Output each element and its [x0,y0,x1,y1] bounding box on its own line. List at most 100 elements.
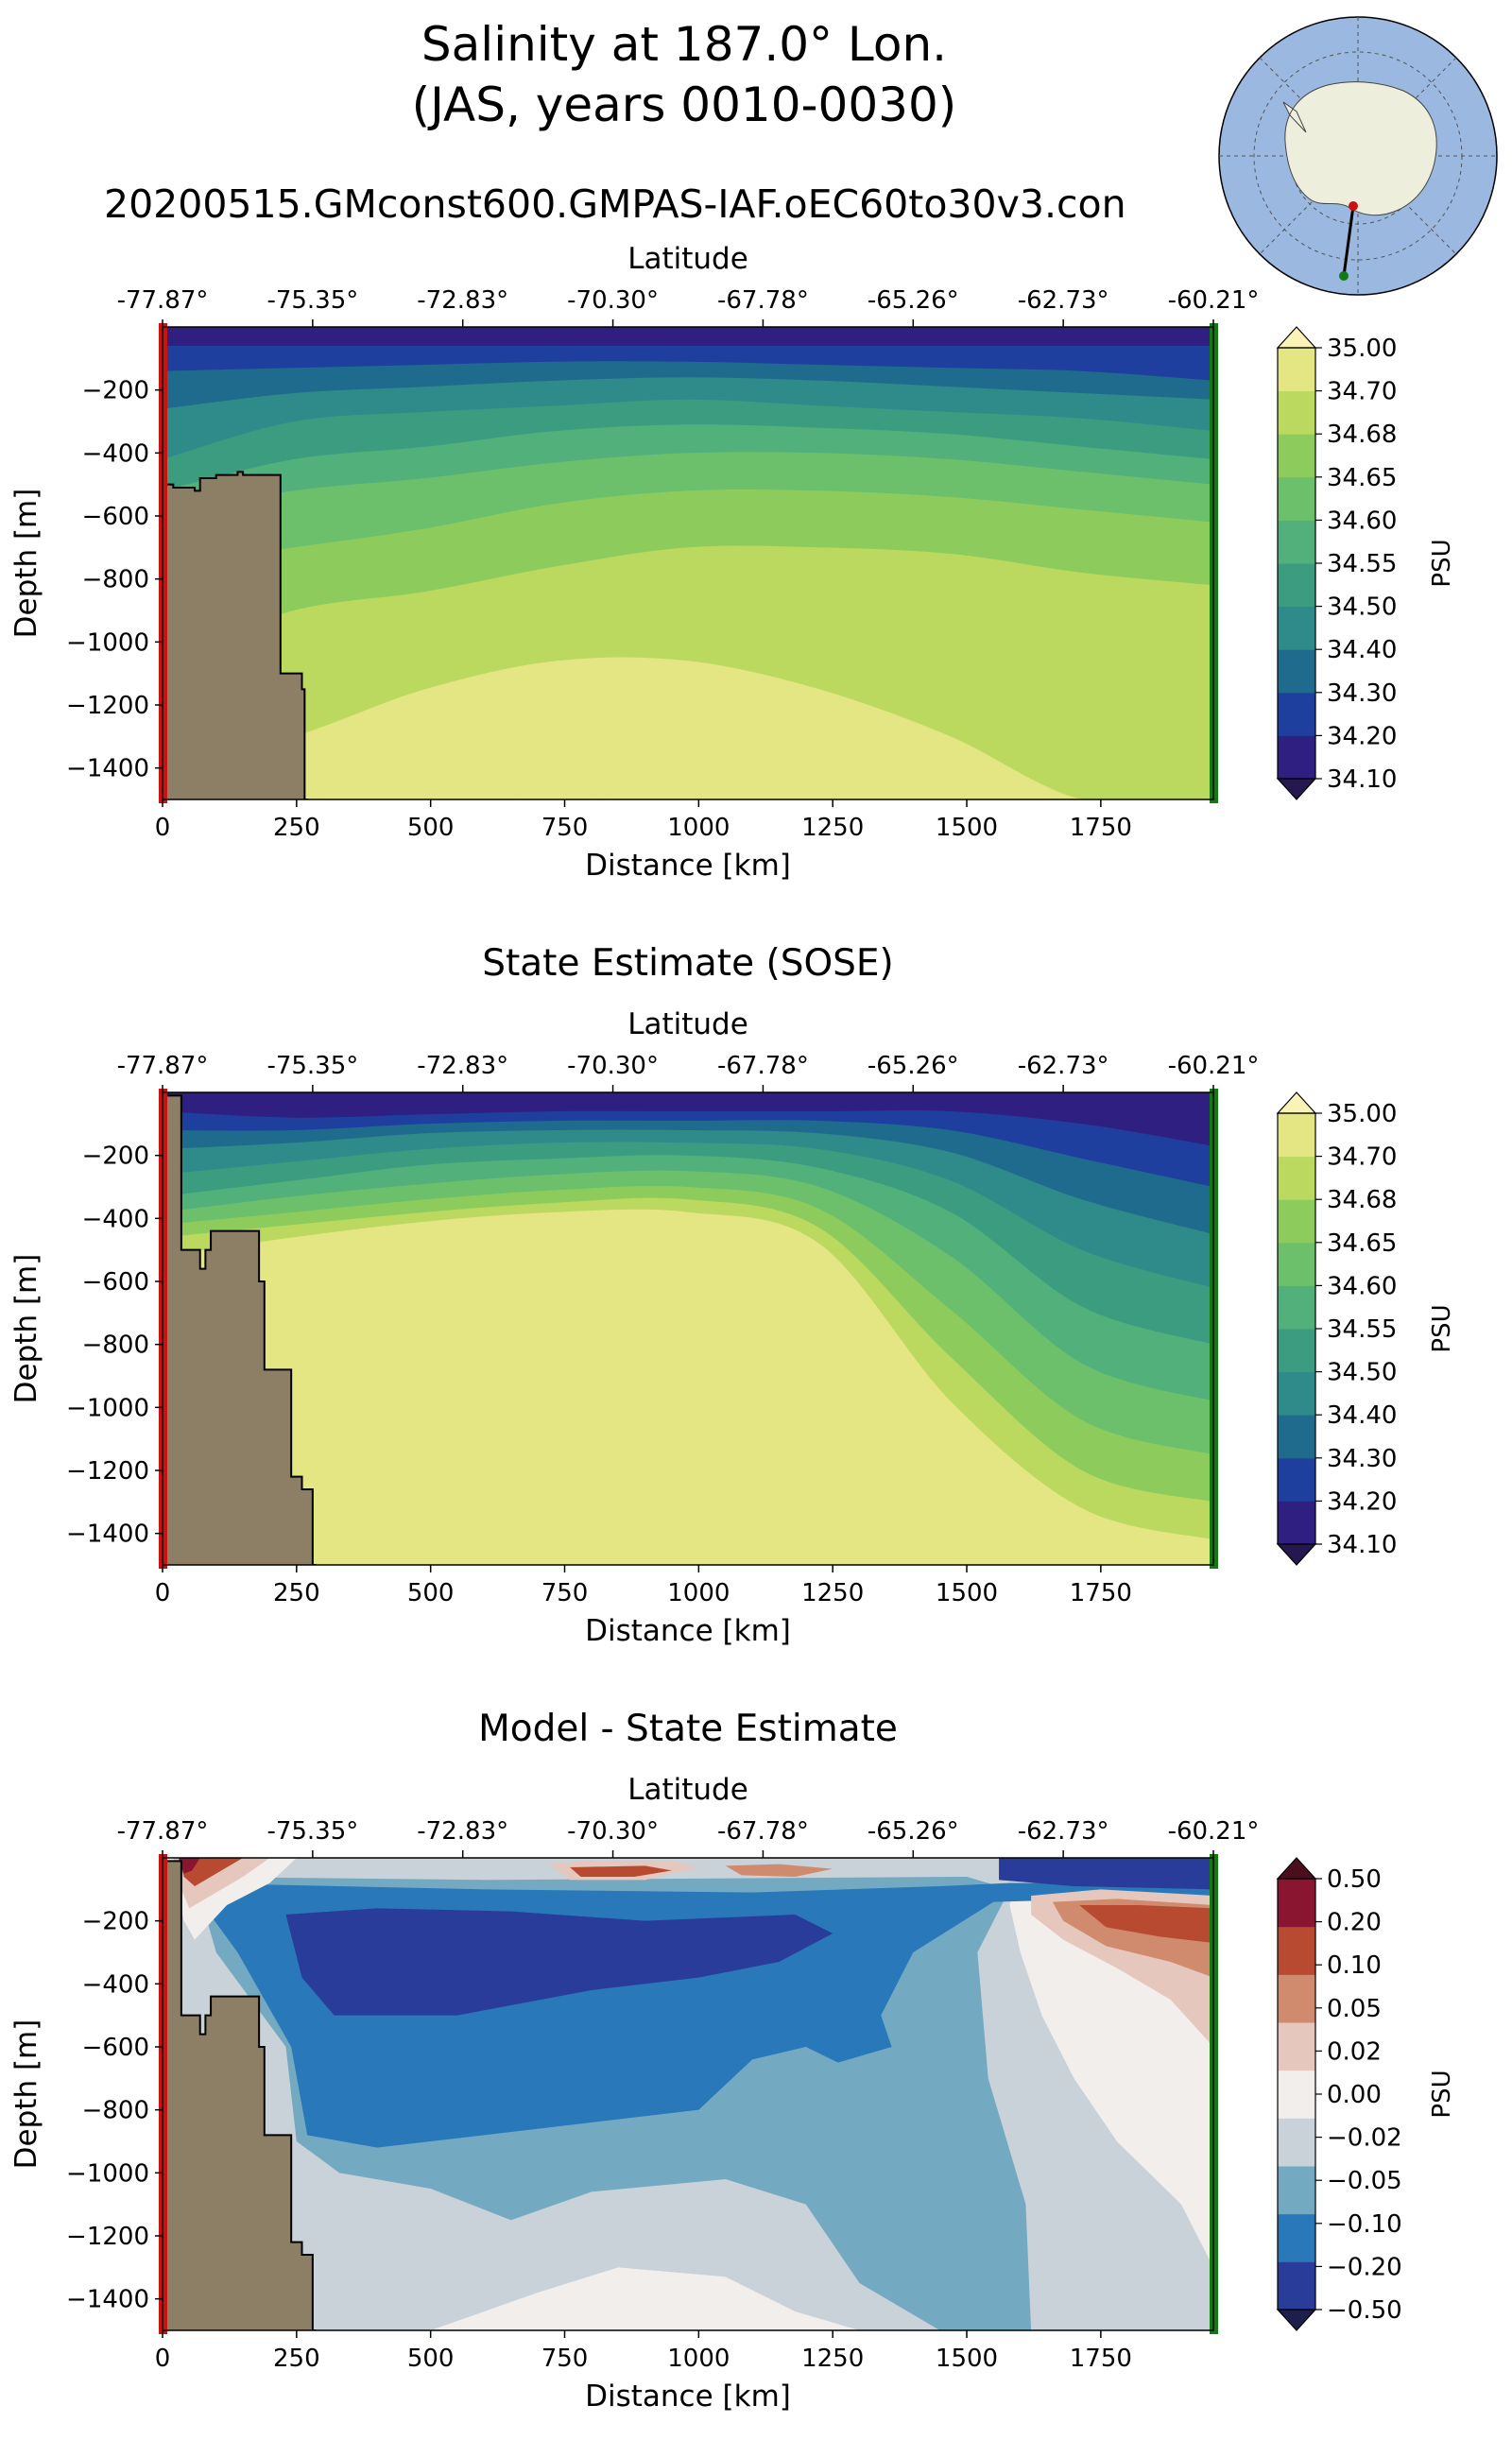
x-tick-label: 1000 [667,1579,730,1607]
y-tick-label: −200 [82,1908,149,1936]
colorbar-swatch [1278,563,1315,608]
colorbar-swatch [1278,348,1315,392]
y-axis-label: Depth [m] [9,489,43,639]
x-tick-label: 250 [273,1579,320,1607]
bathymetry-seafloor [163,1094,317,1565]
colorbar-tick-label: 34.68 [1327,1186,1397,1214]
colorbar-tick-label: 34.68 [1327,421,1397,449]
x-tick-label: 1500 [936,1579,998,1607]
colorbar-tick-label: 34.10 [1327,1531,1397,1559]
diff-band-darkred-surface [179,1858,200,1874]
panel-difference: 0 250 500 750 1000 1250 1500 1750 Distance [km] −… [9,1708,1456,2414]
colorbar-swatch [1278,520,1315,564]
bathymetry-seafloor [163,1860,317,2330]
inset-antarctica-land [1282,81,1437,216]
colorbar-swatch [1278,2070,1315,2119]
x-tick-label: 1250 [801,2345,864,2373]
lat-tick-label: -62.73° [1018,286,1109,315]
colorbar-swatch [1278,1113,1315,1158]
colorbar-swatch [1278,1285,1315,1330]
colorbar-tick-label: 0.02 [1327,2037,1382,2066]
lat-tick-label: -67.78° [717,1052,809,1080]
colorbar-swatch [1278,2261,1315,2311]
colorbar-swatch [1278,2166,1315,2215]
colorbar-tick-label: −0.50 [1327,2296,1402,2325]
panel-title: Model - State Estimate [478,1708,898,1750]
x-tick-label: 1750 [1070,2345,1132,2373]
y-tick-label: −1000 [66,2159,149,2188]
y-axis-label: Depth [m] [9,1254,43,1404]
colorbar-swatch [1278,2022,1315,2071]
colorbar-label: PSU [1428,2070,1456,2118]
y-tick-label: −1400 [66,755,149,783]
colorbar-tick-label: 34.30 [1327,1445,1397,1473]
colorbar-extend-low [1276,2309,1317,2331]
x-tick-label: 500 [407,2345,455,2373]
lat-tick-label: -75.35° [266,1817,358,1846]
antarctica-inset-map [1218,16,1498,296]
colorbar-tick-label: 0.05 [1327,1995,1382,2023]
colorbar-swatch [1278,1415,1315,1459]
colorbar-swatch [1278,1329,1315,1373]
y-tick-label: −600 [82,2034,149,2062]
top-axis-label: Latitude [627,242,748,276]
plot-frame [162,1857,1214,2331]
lat-tick-label: -65.26° [868,1052,959,1080]
y-tick-label: −1400 [66,1521,149,1549]
x-tick-label: 750 [541,1579,589,1607]
x-tick-label: 1250 [801,814,864,842]
lat-tick-label: -72.83° [417,286,508,315]
y-tick-label: −800 [82,1332,149,1360]
colorbar-tick-label: −0.20 [1327,2253,1402,2281]
colorbar-tick-label: 0.00 [1327,2081,1382,2109]
x-tick-label: 1500 [936,2345,998,2373]
lat-tick-label: -75.35° [266,1052,358,1080]
lat-tick-label: -65.26° [868,1817,959,1846]
colorbar-tick-label: −0.10 [1327,2210,1402,2239]
colorbar-label: PSU [1428,1304,1456,1352]
x-tick-label: 250 [273,2345,320,2373]
colorbar-swatch [1278,606,1315,650]
colorbar-swatch [1278,649,1315,694]
lat-tick-label: -72.83° [417,1817,508,1846]
top-axis-label: Latitude [627,1007,748,1041]
plot-frame [162,326,1214,800]
lat-tick-label: -62.73° [1018,1052,1109,1080]
lat-tick-label: -72.83° [417,1052,508,1080]
colorbar-swatch [1278,1501,1315,1545]
plot-area [163,1858,1213,2330]
y-tick-label: −400 [82,439,149,468]
y-tick-label: −200 [82,1143,149,1171]
colorbar-swatch [1278,1371,1315,1416]
lat-tick-label: -70.30° [567,286,659,315]
y-tick-label: −400 [82,1970,149,1999]
x-axis-label: Distance [km] [585,2380,791,2414]
x-tick-label: 0 [155,2345,171,2373]
diff-band-red-mid [570,1865,672,1877]
contour-band-9 [163,657,1213,799]
colorbar-tick-label: 34.40 [1327,636,1397,664]
y-tick-label: −600 [82,503,149,531]
colorbar-extend-high [1276,326,1317,349]
x-tick-label: 0 [155,814,171,842]
lat-tick-label: -77.87° [117,1052,209,1080]
colorbar-tick-label: 34.40 [1327,1401,1397,1430]
y-tick-label: −1200 [66,1457,149,1486]
colorbar-tick-label: 34.30 [1327,679,1397,708]
lat-tick-label: -70.30° [567,1817,659,1846]
x-tick-label: 750 [541,2345,589,2373]
y-tick-label: −200 [82,377,149,405]
colorbar-swatch [1278,735,1315,780]
lat-tick-label: -67.78° [717,286,809,315]
x-axis-label: Distance [km] [585,1614,791,1648]
colorbar-tick-label: 35.00 [1327,1100,1397,1128]
y-tick-label: −1000 [66,1394,149,1422]
y-tick-label: −800 [82,566,149,594]
colorbar-swatch [1278,2213,1315,2262]
x-tick-label: 1000 [667,2345,730,2373]
diff-band-red-right [1079,1905,1213,1943]
colorbar-tick-label: 34.65 [1327,1229,1397,1258]
x-tick-label: 1250 [801,1579,864,1607]
y-tick-label: −400 [82,1205,149,1233]
lat-tick-label: -70.30° [567,1052,659,1080]
